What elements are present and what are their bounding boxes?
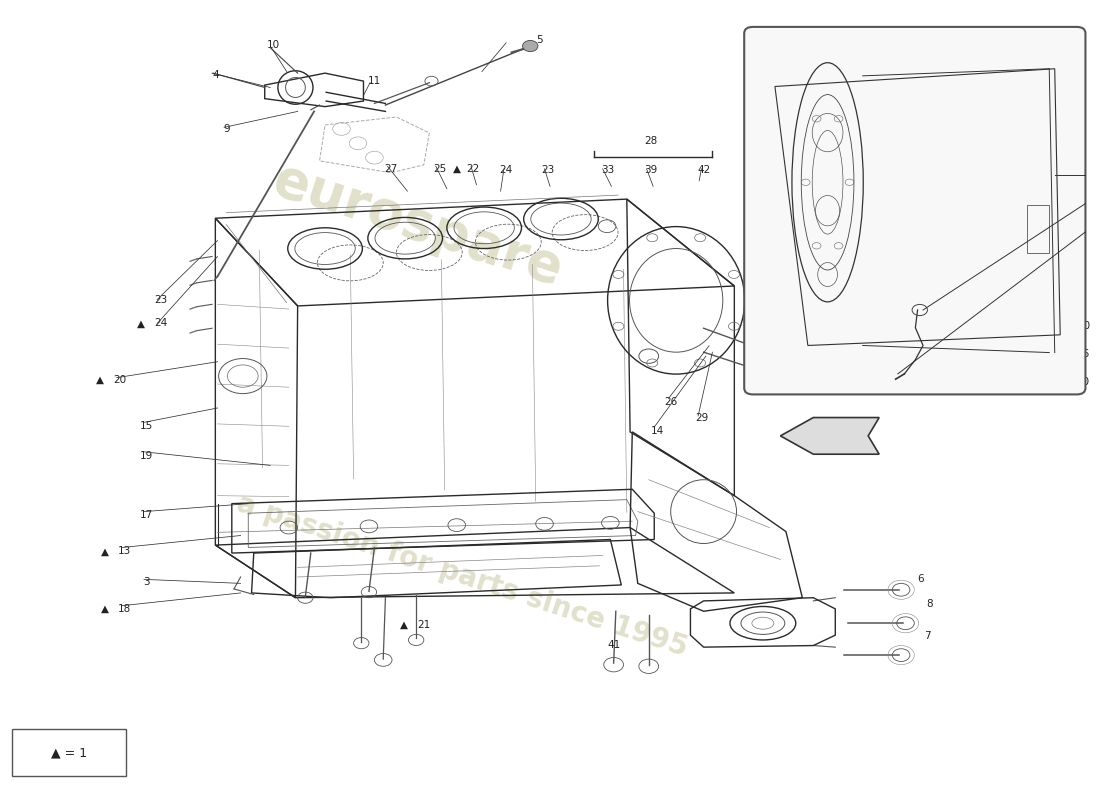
Text: 3: 3 bbox=[143, 577, 150, 586]
Text: 15: 15 bbox=[140, 421, 153, 430]
Text: 9: 9 bbox=[223, 124, 230, 134]
Text: 22: 22 bbox=[466, 164, 480, 174]
Text: ▲ = 1: ▲ = 1 bbox=[52, 746, 88, 759]
Text: ▲: ▲ bbox=[96, 375, 104, 385]
Text: a passion for parts since 1995: a passion for parts since 1995 bbox=[233, 489, 691, 662]
Text: 10: 10 bbox=[267, 40, 280, 50]
Text: 20: 20 bbox=[113, 375, 127, 385]
Text: 40: 40 bbox=[1077, 378, 1090, 387]
Text: ▲: ▲ bbox=[400, 620, 408, 630]
Text: 25: 25 bbox=[433, 164, 447, 174]
Text: ▲: ▲ bbox=[136, 318, 145, 329]
Text: 28: 28 bbox=[645, 136, 658, 146]
Text: 13: 13 bbox=[118, 546, 131, 557]
Text: ▲: ▲ bbox=[453, 164, 461, 174]
Text: 18: 18 bbox=[118, 604, 131, 614]
Text: eurospare: eurospare bbox=[267, 154, 570, 296]
Text: 21: 21 bbox=[417, 620, 430, 630]
Text: 24: 24 bbox=[154, 318, 167, 329]
Text: 41: 41 bbox=[607, 640, 620, 650]
Text: 23: 23 bbox=[541, 166, 554, 175]
Text: 11: 11 bbox=[367, 76, 381, 86]
Text: 26: 26 bbox=[664, 397, 678, 406]
Text: 27: 27 bbox=[384, 164, 397, 174]
Circle shape bbox=[522, 41, 538, 52]
Text: 19: 19 bbox=[140, 451, 153, 461]
Text: 30: 30 bbox=[1077, 321, 1090, 331]
Text: 4: 4 bbox=[212, 70, 219, 80]
Text: 29: 29 bbox=[695, 414, 708, 423]
Text: 7: 7 bbox=[924, 631, 931, 641]
Text: 16: 16 bbox=[1077, 349, 1090, 358]
Polygon shape bbox=[780, 418, 879, 454]
Text: ▲: ▲ bbox=[100, 546, 109, 557]
Text: 23: 23 bbox=[154, 294, 167, 305]
Bar bbox=[1027, 206, 1049, 254]
Text: 24: 24 bbox=[499, 166, 513, 175]
FancyBboxPatch shape bbox=[745, 27, 1086, 394]
Text: 5: 5 bbox=[536, 34, 542, 45]
Text: 42: 42 bbox=[697, 166, 711, 175]
Text: 39: 39 bbox=[645, 166, 658, 175]
Text: 8: 8 bbox=[926, 599, 933, 609]
Text: ▲: ▲ bbox=[100, 604, 109, 614]
Text: 33: 33 bbox=[602, 166, 615, 175]
Text: 14: 14 bbox=[651, 426, 664, 436]
Text: 6: 6 bbox=[917, 574, 924, 583]
Text: 17: 17 bbox=[140, 510, 153, 520]
